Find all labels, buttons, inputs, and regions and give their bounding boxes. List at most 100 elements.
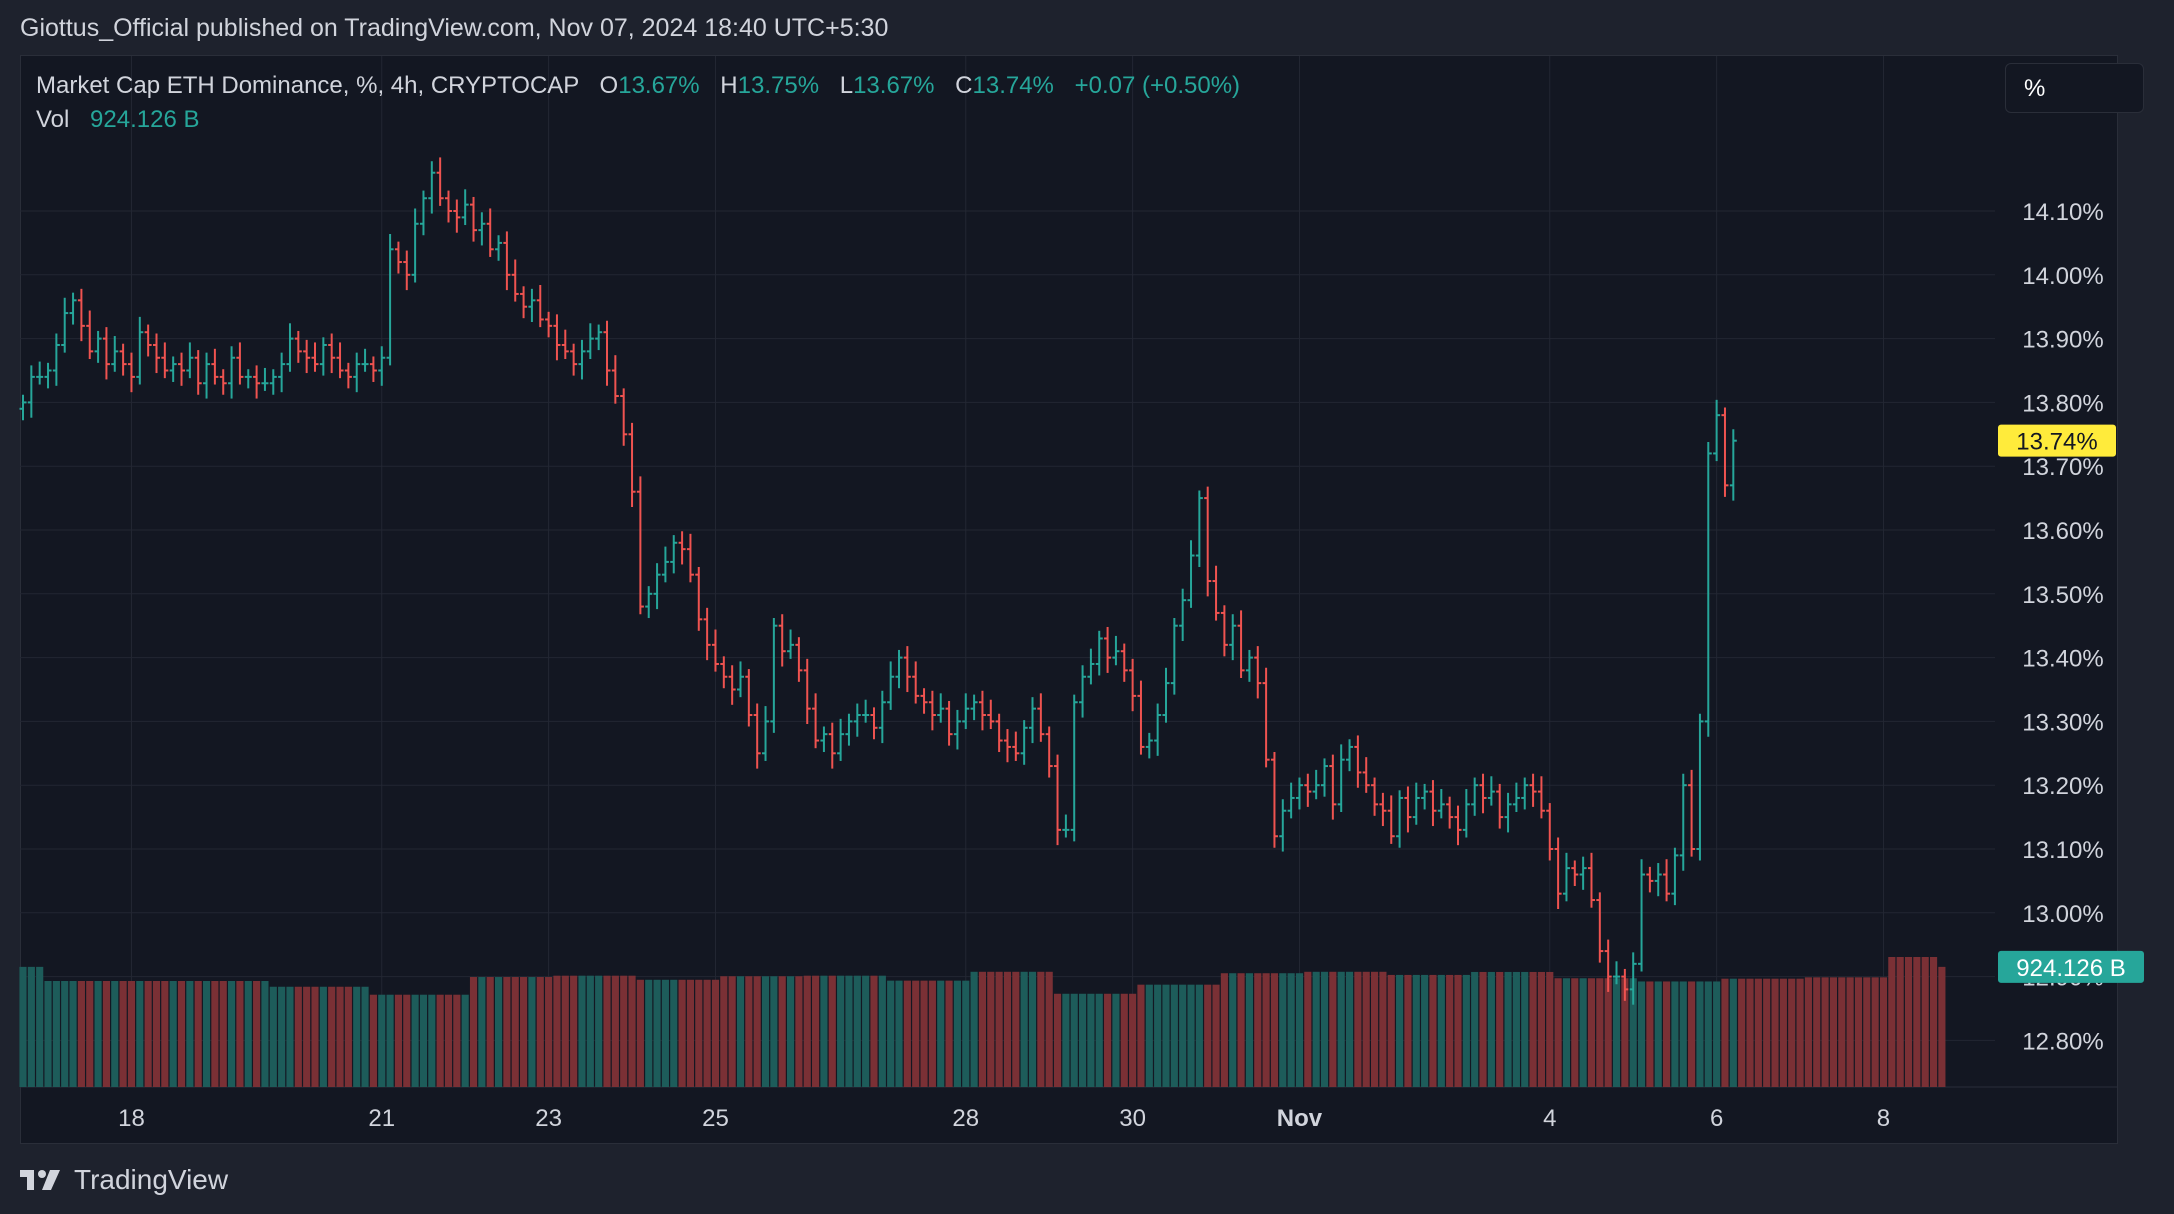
volume-bar xyxy=(1854,977,1863,1087)
volume-bar xyxy=(344,986,352,1087)
ohlc-bar xyxy=(169,356,177,382)
ohlc-bar xyxy=(645,586,653,619)
ohlc-bar xyxy=(194,350,202,395)
ohlc-bar xyxy=(536,285,544,328)
volume-bar xyxy=(311,986,319,1087)
ohlc-bar xyxy=(711,629,719,672)
tradingview-logo[interactable]: TradingView xyxy=(20,1163,228,1197)
ohlc-bar xyxy=(1154,703,1162,756)
volume-bar xyxy=(36,966,44,1087)
x-tick-label: 23 xyxy=(535,1105,562,1132)
volume-bar xyxy=(1187,984,1195,1087)
ohlc-bar xyxy=(1079,665,1087,718)
ohlc-bar xyxy=(436,157,444,206)
volume-bar xyxy=(1913,957,1921,1087)
volume-bar xyxy=(111,980,119,1087)
ohlc-bar xyxy=(378,346,386,386)
volume-bar xyxy=(720,976,728,1087)
ohlc-bar xyxy=(152,333,160,374)
ohlc-bar xyxy=(970,694,978,721)
volume-bars xyxy=(19,957,1946,1087)
volume-bar xyxy=(828,975,836,1087)
ohlc-bar xyxy=(127,352,135,393)
volume-bar xyxy=(695,979,703,1087)
ohlc-bar xyxy=(111,336,119,372)
ohlc-bar xyxy=(720,656,728,689)
ohlc-bar xyxy=(428,161,436,214)
volume-bar xyxy=(1062,993,1070,1087)
volume-bar xyxy=(1037,971,1045,1087)
y-tick-label: 13.60% xyxy=(2022,518,2103,545)
ohlc-bar xyxy=(261,367,269,391)
ohlc-bar xyxy=(319,337,327,376)
legend-volume: Vol 924.126 B xyxy=(36,106,199,134)
volume-bar xyxy=(678,979,686,1087)
ohlc-bar xyxy=(1329,754,1337,820)
ohlc-bar xyxy=(1646,866,1654,893)
volume-bar xyxy=(1053,993,1062,1087)
volume-bar xyxy=(761,976,770,1087)
ohlc-bar xyxy=(903,646,911,693)
volume-bar xyxy=(1888,957,1896,1087)
volume-bar xyxy=(1512,971,1520,1087)
ohlc-bar xyxy=(1704,441,1712,737)
volume-bar xyxy=(586,975,594,1087)
volume-bar xyxy=(995,971,1003,1087)
ohlc-bar xyxy=(1187,540,1195,608)
ohlc-bar xyxy=(1145,732,1153,759)
ohlc-bar xyxy=(1045,726,1053,778)
volume-bar xyxy=(962,980,970,1087)
ohlc-bar xyxy=(1237,610,1245,679)
ohlc-bar xyxy=(1396,790,1404,848)
volume-bar xyxy=(645,979,653,1087)
x-tick-label: 21 xyxy=(368,1105,395,1132)
volume-bar xyxy=(1879,977,1888,1087)
volume-bar xyxy=(1537,971,1545,1087)
scale-mode-button[interactable]: % xyxy=(2005,63,2144,113)
volume-bar xyxy=(1529,971,1537,1087)
ohlc-bar xyxy=(1554,837,1562,909)
ohlc-bar xyxy=(1671,847,1679,906)
ohlc-bar xyxy=(636,476,644,615)
ohlc-bar xyxy=(778,614,786,667)
volume-bar xyxy=(1929,957,1938,1087)
volume-bar xyxy=(202,980,211,1087)
volume-bar xyxy=(1120,993,1128,1087)
ohlc-bar xyxy=(803,658,811,724)
volume-bar xyxy=(1170,984,1178,1087)
x-tick-label: 8 xyxy=(1877,1105,1890,1132)
volume-bar xyxy=(553,975,561,1087)
ohlc-bar xyxy=(19,394,27,421)
volume-bar xyxy=(1554,978,1562,1087)
volume-bar xyxy=(453,994,461,1087)
legend-open-label: O xyxy=(599,72,619,99)
volume-bar xyxy=(753,976,761,1087)
volume-bar xyxy=(887,980,895,1087)
volume-bar xyxy=(27,966,35,1087)
volume-bar xyxy=(1429,974,1437,1087)
ohlc-bar xyxy=(486,208,494,257)
volume-bar xyxy=(1370,971,1379,1087)
ohlc-bar xyxy=(1421,783,1429,810)
ohlc-bar xyxy=(1104,626,1112,673)
volume-bar xyxy=(1070,993,1078,1087)
volume-bar xyxy=(1154,984,1162,1087)
volume-bar xyxy=(69,980,77,1087)
volume-bar xyxy=(803,975,811,1087)
legend-low-label: L xyxy=(839,72,854,99)
volume-bar xyxy=(361,986,369,1087)
chart-panel[interactable] xyxy=(20,55,2118,1144)
ohlc-bar xyxy=(837,718,845,761)
ohlc-bar xyxy=(1571,860,1579,887)
volume-bar xyxy=(19,966,27,1087)
x-tick-label: 6 xyxy=(1710,1105,1723,1132)
ohlc-bar xyxy=(1279,799,1287,852)
ohlc-bar xyxy=(828,722,836,769)
ohlc-bar xyxy=(69,292,77,325)
volume-bar xyxy=(1587,978,1596,1087)
legend-title: Market Cap ETH Dominance, %, 4h, CRYPTOC… xyxy=(36,72,579,99)
volume-bar xyxy=(570,975,578,1087)
ohlc-bar xyxy=(1688,769,1696,857)
volume-bar xyxy=(1345,971,1354,1087)
